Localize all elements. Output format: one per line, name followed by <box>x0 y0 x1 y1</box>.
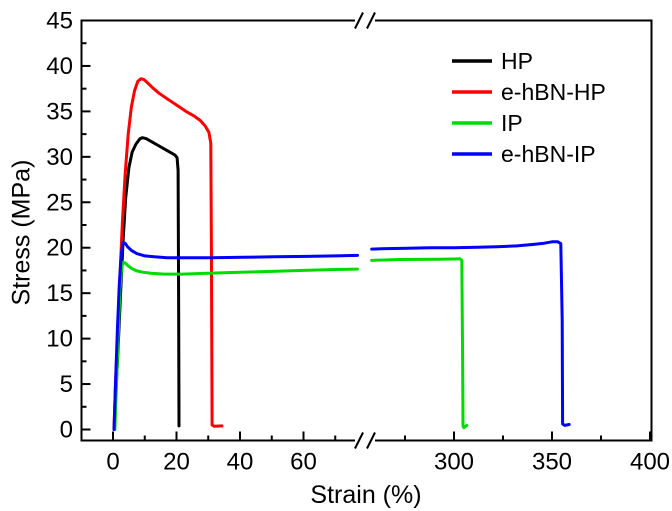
x-tick-label: 20 <box>163 449 190 476</box>
axis-break-gap <box>355 437 375 444</box>
x-tick-label: 350 <box>532 449 572 476</box>
y-tick-label: 35 <box>46 98 73 125</box>
x-axis-title: Strain (%) <box>310 481 422 509</box>
series-line-e-hbn-ip-part2 <box>370 240 571 427</box>
series-line-e-hbn-hp <box>112 77 224 431</box>
x-tick-label: 0 <box>106 449 119 476</box>
legend-label-ip: IP <box>501 110 523 136</box>
y-tick-label: 0 <box>60 417 73 444</box>
x-tick-label: 40 <box>227 449 254 476</box>
x-tick-label: 60 <box>290 449 317 476</box>
y-tick-label: 40 <box>46 53 73 80</box>
axis-break-slash <box>354 432 364 449</box>
y-tick-label: 15 <box>46 280 73 307</box>
x-tick-label: 400 <box>630 449 670 476</box>
x-tick-label: 300 <box>434 449 474 476</box>
series-line-e-hbn-ip <box>112 240 359 431</box>
legend-label-hp: HP <box>501 48 533 74</box>
axis-break-slash <box>366 12 376 29</box>
axis-break-slash <box>354 12 364 29</box>
axis-break-gap <box>355 17 375 24</box>
y-tick-label: 45 <box>46 7 73 34</box>
axis-break-slash <box>366 432 376 449</box>
y-tick-label: 20 <box>46 235 73 262</box>
legend-label-e-hbn-ip: e-hBN-IP <box>501 141 596 167</box>
y-axis-title: Stress (MPa) <box>7 159 36 306</box>
y-tick-label: 30 <box>46 144 73 171</box>
series-line-ip <box>113 260 359 431</box>
y-tick-label: 5 <box>60 371 73 398</box>
legend-label-e-hbn-hp: e-hBN-HP <box>501 79 606 105</box>
series-line-ip-part2 <box>370 257 469 430</box>
y-tick-label: 25 <box>46 189 73 216</box>
y-tick-label: 10 <box>46 326 73 353</box>
